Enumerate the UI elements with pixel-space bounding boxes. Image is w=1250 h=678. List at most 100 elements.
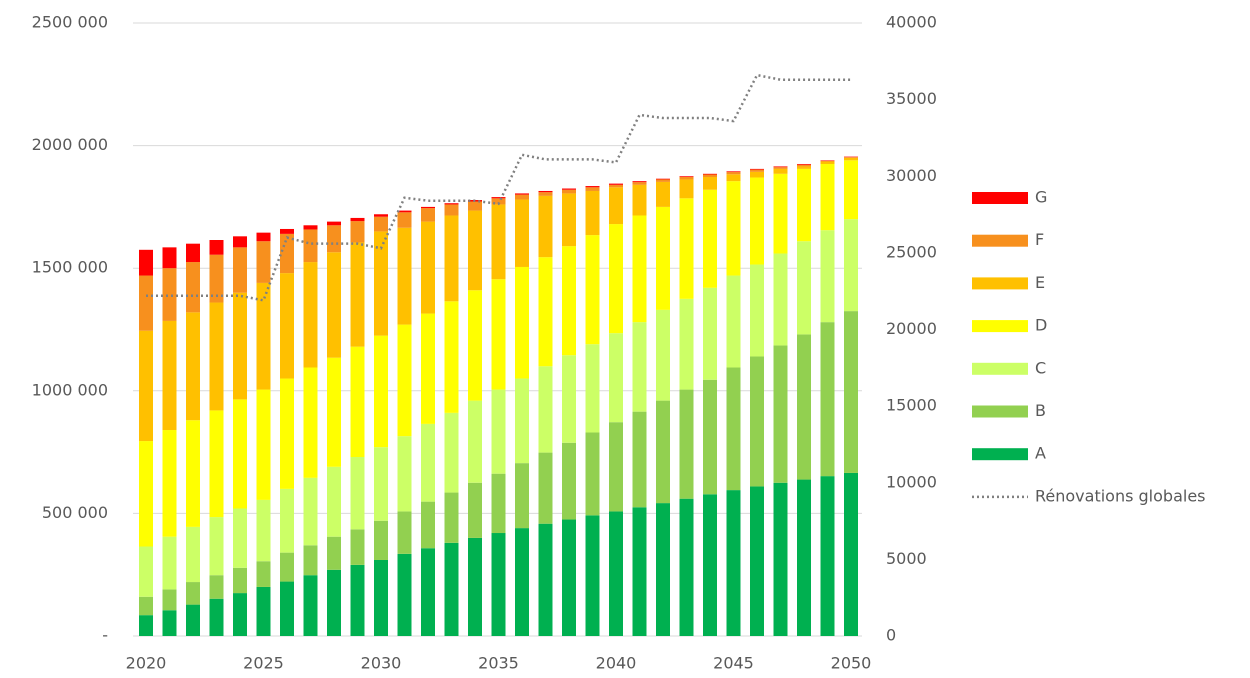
bar-segment bbox=[538, 190, 553, 193]
bar-segment bbox=[162, 268, 177, 321]
bar-segment bbox=[303, 262, 318, 368]
bar-segment bbox=[820, 163, 835, 231]
bar-segment bbox=[585, 186, 600, 188]
bar-segment bbox=[327, 357, 341, 467]
bar-segment bbox=[233, 399, 247, 509]
y2-tick-label: 20000 bbox=[886, 319, 937, 338]
bar-segment bbox=[162, 247, 177, 269]
legend-label: C bbox=[1035, 358, 1046, 377]
bar-segment bbox=[562, 442, 576, 520]
bar-segment bbox=[820, 230, 835, 323]
bar-segment bbox=[538, 523, 553, 636]
bar-segment bbox=[303, 575, 318, 636]
bar-segment bbox=[209, 575, 224, 599]
bar-segment bbox=[303, 545, 318, 576]
bar-segment bbox=[679, 176, 694, 180]
bar-segment bbox=[750, 171, 764, 178]
bar-segment bbox=[562, 355, 576, 443]
bar-segment bbox=[397, 210, 412, 213]
bar-segment bbox=[562, 188, 576, 190]
bar-segment bbox=[491, 279, 506, 390]
bar-segment bbox=[679, 198, 694, 299]
bar-segment bbox=[209, 254, 224, 303]
bar-segment bbox=[350, 529, 365, 565]
bar-segment bbox=[656, 503, 670, 636]
bar-segment bbox=[468, 210, 482, 291]
bar-segment bbox=[444, 412, 459, 493]
bar-segment bbox=[280, 273, 294, 379]
x-tick-label: 2020 bbox=[126, 654, 167, 673]
bar-segment bbox=[538, 452, 553, 524]
bar-segment bbox=[679, 498, 694, 636]
legend-swatch bbox=[972, 192, 1028, 204]
bar-segment bbox=[327, 252, 341, 358]
x-tick-label: 2050 bbox=[831, 654, 872, 673]
y2-tick-label: 40000 bbox=[886, 13, 937, 32]
bar-segment bbox=[139, 615, 153, 636]
bar-segment bbox=[844, 219, 858, 312]
bar-segment bbox=[609, 511, 623, 636]
bar-segment bbox=[374, 520, 388, 560]
y-tick-label: 2500 000 bbox=[32, 13, 108, 32]
bar-segment bbox=[233, 508, 247, 568]
bar-segment bbox=[703, 287, 717, 380]
legend-label: F bbox=[1035, 230, 1044, 249]
bar-segment bbox=[421, 548, 435, 636]
bar-segment bbox=[609, 422, 623, 512]
bar-segment bbox=[750, 486, 764, 636]
bar-segment bbox=[726, 174, 741, 182]
bar-segment bbox=[726, 181, 741, 276]
bar-segment bbox=[186, 312, 200, 421]
bar-segment bbox=[444, 542, 459, 636]
bar-segment bbox=[632, 215, 647, 323]
bar-segment bbox=[609, 183, 623, 185]
legend-swatch bbox=[972, 448, 1028, 461]
bar-segment bbox=[162, 320, 177, 431]
bar-segment bbox=[280, 552, 294, 582]
bar-segment bbox=[632, 411, 647, 508]
bar-segment bbox=[280, 378, 294, 489]
bar-segment bbox=[562, 189, 576, 194]
y2-tick-label: 10000 bbox=[886, 472, 937, 491]
legend-swatch bbox=[972, 405, 1028, 418]
y2-tick-label: 15000 bbox=[886, 396, 937, 415]
bar-segment bbox=[491, 473, 506, 534]
bar-segment bbox=[515, 193, 529, 195]
bar-segment bbox=[585, 187, 600, 191]
bar-segment bbox=[374, 559, 388, 636]
bar-segment bbox=[162, 610, 177, 636]
bar-segment bbox=[327, 221, 341, 226]
bar-segment bbox=[679, 179, 694, 199]
bar-segment bbox=[444, 203, 459, 205]
bar-segment bbox=[350, 242, 365, 347]
bar-segment bbox=[750, 356, 764, 487]
legend-swatch bbox=[972, 277, 1028, 290]
y-tick-label: - bbox=[102, 626, 108, 645]
bar-segment bbox=[820, 160, 835, 162]
bar-segment bbox=[233, 593, 247, 636]
bar-segment bbox=[374, 335, 388, 448]
bar-segment bbox=[256, 282, 271, 390]
legend-label: Rénovations globales bbox=[1035, 486, 1206, 505]
bar-segment bbox=[491, 204, 506, 280]
bar-segment bbox=[350, 457, 365, 530]
bar-segment bbox=[256, 389, 271, 500]
x-tick-label: 2030 bbox=[361, 654, 402, 673]
bar-segment bbox=[797, 334, 811, 480]
bar-segment bbox=[397, 553, 412, 636]
y2-tick-label: 25000 bbox=[886, 242, 937, 261]
bar-segment bbox=[773, 345, 788, 483]
bar-segment bbox=[609, 224, 623, 334]
bar-segment bbox=[844, 311, 858, 473]
bar-segment bbox=[233, 292, 247, 400]
bar-segment bbox=[773, 168, 788, 174]
bar-segment bbox=[421, 423, 435, 502]
bar-segment bbox=[397, 436, 412, 512]
bar-segment bbox=[327, 466, 341, 537]
y-tick-label: 1500 000 bbox=[32, 258, 108, 277]
bar-segment bbox=[820, 322, 835, 477]
bar-segment bbox=[820, 161, 835, 164]
bar-segment bbox=[515, 463, 529, 529]
bar-segment bbox=[186, 243, 200, 263]
